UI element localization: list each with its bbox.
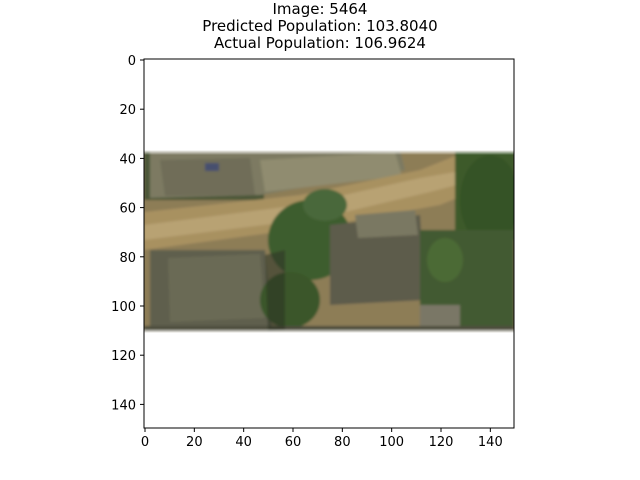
x-tick-label: 20: [186, 435, 203, 450]
y-tick-label: 100: [111, 300, 136, 315]
title-actual-population: Actual Population: 106.9624: [214, 34, 426, 52]
y-tick-label: 120: [111, 349, 136, 364]
y-tick-label: 60: [119, 202, 136, 217]
x-tick-label: 140: [478, 435, 503, 450]
x-tick-label: 0: [141, 435, 149, 450]
title-image-id: Image: 5464: [272, 0, 368, 18]
x-tick-label: 120: [429, 435, 454, 450]
title-predicted-population: Predicted Population: 103.8040: [202, 17, 438, 35]
aerial-photo: [144, 150, 514, 333]
y-axis: 0 20 40 60 80 100 120 140: [111, 54, 144, 413]
x-tick-label: 80: [334, 435, 351, 450]
y-tick-label: 20: [119, 103, 136, 118]
x-tick-label: 100: [379, 435, 404, 450]
y-tick-label: 40: [119, 152, 136, 167]
x-tick-label: 60: [285, 435, 302, 450]
x-axis: 0 20 40 60 80 100 120 140: [141, 428, 503, 450]
y-tick-label: 80: [119, 251, 136, 266]
y-tick-label: 140: [111, 398, 136, 413]
x-tick-label: 40: [235, 435, 252, 450]
axes-frame: [143, 58, 515, 429]
y-tick-label: 0: [128, 54, 136, 69]
